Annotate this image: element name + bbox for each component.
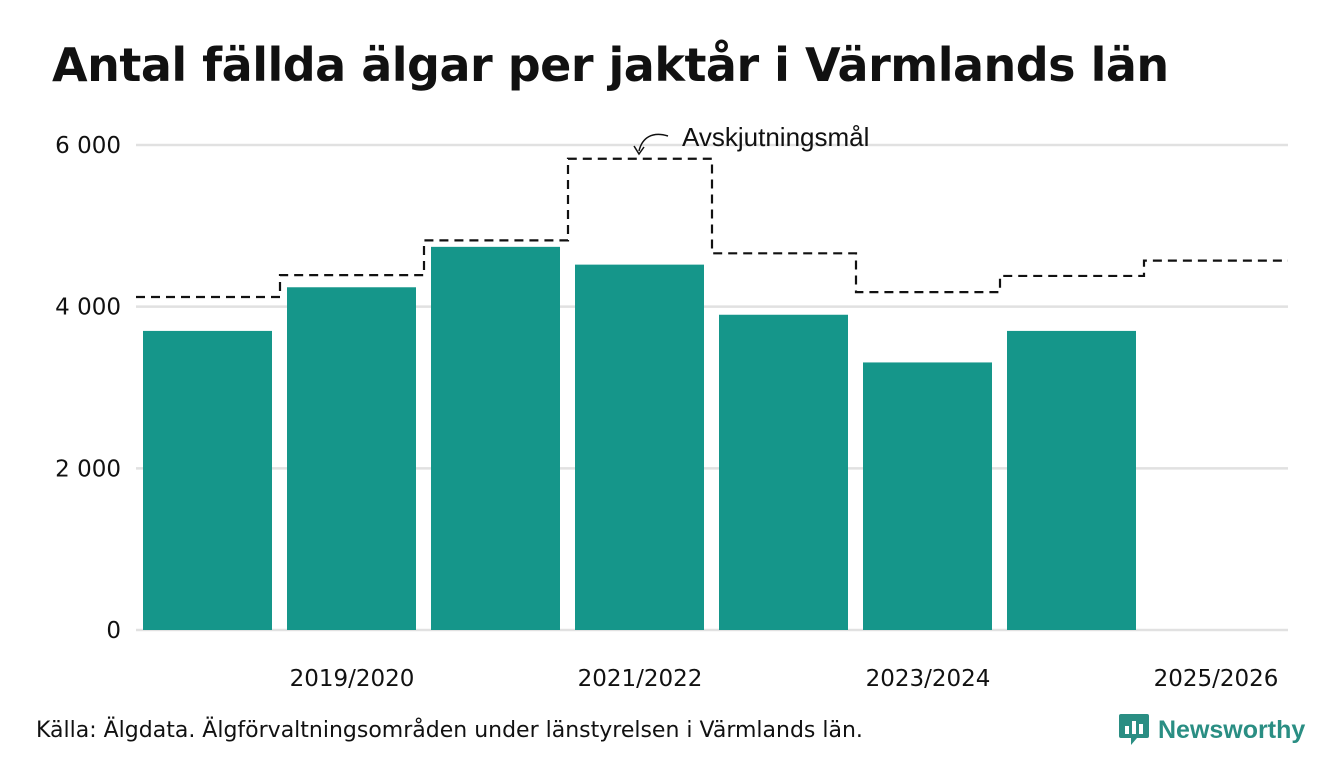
brand-name: Newsworthy — [1158, 715, 1306, 744]
bar — [863, 362, 992, 630]
x-tick-label: 2025/2026 — [1154, 666, 1279, 692]
target-step-line — [136, 157, 1288, 299]
annotation-arrow-icon — [638, 133, 669, 152]
bar — [719, 314, 848, 630]
x-tick-label: 2019/2020 — [290, 666, 415, 692]
y-axis: 0 2 000 4 000 6 000 — [55, 133, 121, 644]
bar — [143, 330, 272, 630]
target-annotation: Avskjutningsmål — [633, 122, 869, 156]
y-tick-label: 0 — [106, 618, 121, 644]
chart-title: Antal fällda älgar per jaktår i Värmland… — [52, 38, 1169, 92]
source-note: Källa: Älgdata. Älgförvaltningsområden u… — [36, 718, 863, 743]
bar — [575, 264, 704, 630]
x-axis: 2019/2020 2021/2022 2023/2024 2025/2026 — [290, 666, 1279, 692]
target-label: Avskjutningsmål — [682, 122, 869, 152]
x-tick-label: 2023/2024 — [866, 666, 991, 692]
brand-logo: Newsworthy — [1118, 712, 1305, 748]
y-tick-label: 6 000 — [55, 133, 121, 159]
bar — [431, 246, 560, 630]
bar — [1007, 330, 1136, 630]
newsworthy-logo-icon — [1119, 714, 1149, 745]
annotation-arrowhead-icon — [633, 145, 645, 156]
chart: 0 2 000 4 000 6 000 2019/2020 2021/2022 2023/… — [55, 122, 1288, 692]
bar — [287, 287, 416, 630]
bars — [143, 246, 1136, 630]
y-tick-label: 2 000 — [55, 456, 121, 482]
y-tick-label: 4 000 — [55, 295, 121, 321]
x-tick-label: 2021/2022 — [578, 666, 703, 692]
target-line — [136, 157, 1288, 299]
